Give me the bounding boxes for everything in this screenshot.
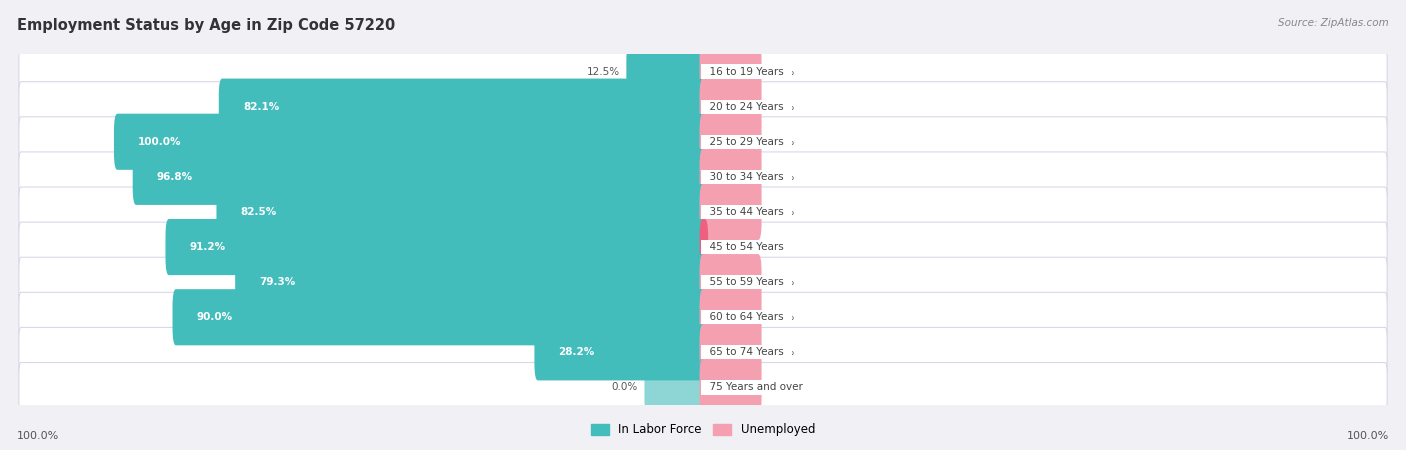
Text: 90.0%: 90.0%	[197, 312, 233, 322]
FancyBboxPatch shape	[18, 117, 1388, 166]
Text: 79.3%: 79.3%	[259, 277, 295, 287]
FancyBboxPatch shape	[700, 79, 762, 135]
Text: 0.0%: 0.0%	[769, 277, 794, 287]
FancyBboxPatch shape	[18, 222, 1388, 272]
Text: 25 to 29 Years: 25 to 29 Years	[703, 137, 790, 147]
Text: 30 to 34 Years: 30 to 34 Years	[703, 172, 790, 182]
Text: 55 to 59 Years: 55 to 59 Years	[703, 277, 790, 287]
Text: 0.0%: 0.0%	[769, 172, 794, 182]
FancyBboxPatch shape	[700, 44, 762, 99]
Text: 1.6%: 1.6%	[716, 242, 741, 252]
FancyBboxPatch shape	[700, 254, 762, 310]
Text: 12.5%: 12.5%	[586, 67, 620, 76]
FancyBboxPatch shape	[700, 149, 762, 205]
FancyBboxPatch shape	[166, 219, 706, 275]
FancyBboxPatch shape	[217, 184, 706, 240]
Text: 100.0%: 100.0%	[138, 137, 181, 147]
Text: 0.0%: 0.0%	[769, 382, 794, 392]
Text: Employment Status by Age in Zip Code 57220: Employment Status by Age in Zip Code 572…	[17, 18, 395, 33]
Text: 100.0%: 100.0%	[1347, 431, 1389, 441]
Text: 35 to 44 Years: 35 to 44 Years	[703, 207, 790, 217]
Text: 100.0%: 100.0%	[17, 431, 59, 441]
Text: 96.8%: 96.8%	[157, 172, 193, 182]
Text: 0.0%: 0.0%	[769, 102, 794, 112]
FancyBboxPatch shape	[534, 324, 706, 380]
Text: 28.2%: 28.2%	[558, 347, 595, 357]
Text: 0.0%: 0.0%	[769, 67, 794, 76]
Text: 75 Years and over: 75 Years and over	[703, 382, 810, 392]
FancyBboxPatch shape	[18, 363, 1388, 412]
FancyBboxPatch shape	[644, 360, 706, 415]
Legend: In Labor Force, Unemployed: In Labor Force, Unemployed	[586, 419, 820, 441]
FancyBboxPatch shape	[700, 360, 762, 415]
FancyBboxPatch shape	[173, 289, 706, 345]
Text: 60 to 64 Years: 60 to 64 Years	[703, 312, 790, 322]
Text: 82.5%: 82.5%	[240, 207, 277, 217]
FancyBboxPatch shape	[219, 79, 706, 135]
Text: 0.0%: 0.0%	[769, 137, 794, 147]
FancyBboxPatch shape	[626, 44, 706, 99]
FancyBboxPatch shape	[18, 152, 1388, 202]
Text: 91.2%: 91.2%	[190, 242, 226, 252]
Text: 0.0%: 0.0%	[769, 312, 794, 322]
FancyBboxPatch shape	[18, 257, 1388, 307]
Text: Source: ZipAtlas.com: Source: ZipAtlas.com	[1278, 18, 1389, 28]
FancyBboxPatch shape	[700, 219, 709, 275]
Text: 20 to 24 Years: 20 to 24 Years	[703, 102, 790, 112]
Text: 0.0%: 0.0%	[769, 347, 794, 357]
FancyBboxPatch shape	[235, 254, 706, 310]
FancyBboxPatch shape	[700, 114, 762, 170]
FancyBboxPatch shape	[700, 324, 762, 380]
FancyBboxPatch shape	[18, 187, 1388, 237]
FancyBboxPatch shape	[700, 184, 762, 240]
FancyBboxPatch shape	[114, 114, 706, 170]
FancyBboxPatch shape	[18, 47, 1388, 96]
Text: 0.0%: 0.0%	[769, 207, 794, 217]
Text: 45 to 54 Years: 45 to 54 Years	[703, 242, 790, 252]
Text: 16 to 19 Years: 16 to 19 Years	[703, 67, 790, 76]
Text: 82.1%: 82.1%	[243, 102, 280, 112]
Text: 0.0%: 0.0%	[612, 382, 637, 392]
Text: 65 to 74 Years: 65 to 74 Years	[703, 347, 790, 357]
FancyBboxPatch shape	[18, 82, 1388, 131]
FancyBboxPatch shape	[18, 328, 1388, 377]
FancyBboxPatch shape	[700, 289, 762, 345]
FancyBboxPatch shape	[18, 292, 1388, 342]
FancyBboxPatch shape	[132, 149, 706, 205]
